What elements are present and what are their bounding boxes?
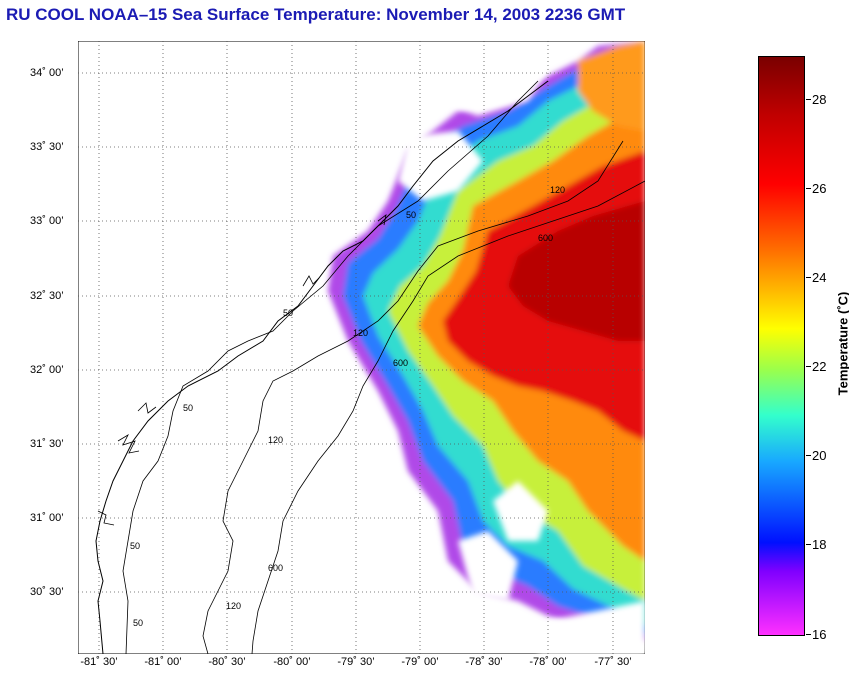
lon-label: -79˚ 30’ [337,656,375,668]
contour-label: 600 [538,233,553,243]
lat-label: 33˚ 00’ [30,215,64,227]
contour-label: 50 [133,618,143,628]
sst-imagery [328,41,645,641]
contour-label: 50 [183,403,193,413]
lat-label: 31˚ 30’ [30,438,64,450]
contour-label: 50 [406,210,416,220]
colorbar-tick [806,188,811,189]
colorbar-tick [806,277,811,278]
lat-label: 32˚ 30’ [30,290,64,302]
coastline [95,80,549,654]
isobath-120 [202,140,624,654]
contour-label: 50 [283,308,293,318]
colorbar-label: 22 [812,359,827,374]
contour-label: 50 [130,541,140,551]
isobath-50 [122,80,539,654]
colorbar [758,56,805,636]
colorbar-label: 28 [812,92,827,107]
colorbar-label: 24 [812,270,827,285]
colorbar-tick [806,544,811,545]
sst-map: 50 120 600 50 120 600 50 120 600 50 120 … [78,41,645,654]
contour-label: 120 [353,328,368,338]
map-title: RU COOL NOAA–15 Sea Surface Temperature:… [6,5,626,24]
graticule [78,41,645,654]
colorbar-label: 16 [812,627,827,642]
lat-label: 31˚ 00’ [30,512,64,524]
colorbar-label: 26 [812,181,827,196]
lat-label: 33˚ 30’ [30,141,64,153]
colorbar-title: Temperature (˚C) [835,291,849,396]
lon-label: -81˚ 00’ [144,656,182,668]
lon-label: -79˚ 00’ [401,656,439,668]
colorbar-label: 18 [812,537,827,552]
contour-label: 120 [268,435,283,445]
lon-label: -80˚ 00’ [273,656,311,668]
lat-label: 32˚ 00’ [30,364,64,376]
lon-label: -77˚ 30’ [594,656,632,668]
isobath-600 [251,180,645,654]
colorbar-label: 20 [812,448,827,463]
colorbar-tick [806,455,811,456]
colorbar-tick [806,366,811,367]
lon-label: -80˚ 30’ [208,656,246,668]
lon-label: -78˚ 00’ [529,656,567,668]
cloud-mask [398,51,645,654]
lon-label: -81˚ 30’ [80,656,118,668]
colorbar-tick [806,634,811,635]
contour-label: 120 [226,601,241,611]
lat-label: 34˚ 00’ [30,67,64,79]
lat-label: 30˚ 30’ [30,586,64,598]
lon-label: -78˚ 30’ [465,656,503,668]
contour-label: 120 [550,185,565,195]
colorbar-tick [806,99,811,100]
contour-label: 600 [268,563,283,573]
contour-label: 600 [393,358,408,368]
